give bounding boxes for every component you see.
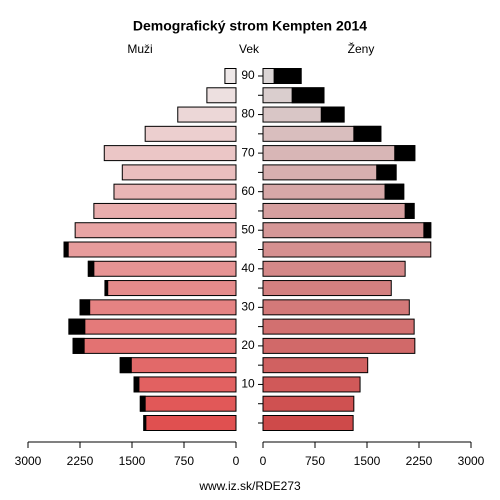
bar-female xyxy=(262,164,397,181)
bar-male xyxy=(93,202,237,219)
x-tick-label-right: 3000 xyxy=(458,454,485,468)
y-tick-label: 90 xyxy=(241,68,255,82)
bar-male xyxy=(121,164,237,181)
surplus-female xyxy=(423,222,432,239)
surplus-male xyxy=(68,318,86,335)
bar-male xyxy=(72,337,237,354)
bar-female xyxy=(262,299,410,316)
bar-female xyxy=(262,395,355,412)
y-tick-label: 80 xyxy=(241,107,255,121)
bar-female xyxy=(262,241,432,258)
x-tick-label-right: 1500 xyxy=(354,454,381,468)
bar-female xyxy=(262,280,392,297)
x-tick-label-right: 2250 xyxy=(406,454,433,468)
y-tick-label: 20 xyxy=(241,338,255,352)
x-tick-label-left: 1500 xyxy=(119,454,146,468)
y-tick-label: 10 xyxy=(241,377,255,391)
bar-male xyxy=(206,87,237,104)
bar-male xyxy=(68,318,237,335)
legend-female: Ženy xyxy=(348,41,375,56)
surplus-male xyxy=(139,395,146,412)
x-tick-label-left: 0 xyxy=(233,454,240,468)
bar-male xyxy=(119,357,237,374)
bar-male xyxy=(143,415,237,431)
x-tick-label-right: 0 xyxy=(260,454,267,468)
y-tick-label: 50 xyxy=(241,222,255,236)
bar-male xyxy=(139,395,237,412)
bar-female xyxy=(262,202,415,219)
surplus-female xyxy=(320,106,345,123)
bar-male xyxy=(144,125,237,142)
y-tick-label: 60 xyxy=(241,184,255,198)
y-tick-label: 30 xyxy=(241,300,255,314)
bar-male xyxy=(87,260,237,277)
surplus-male xyxy=(79,299,91,316)
surplus-female xyxy=(404,202,415,219)
bar-male xyxy=(113,183,237,200)
source: www.iz.sk/RDE273 xyxy=(198,479,301,493)
bar-male xyxy=(133,376,237,393)
chart-title: Demografický strom Kempten 2014 xyxy=(133,18,367,34)
surplus-female xyxy=(394,145,416,162)
bar-female xyxy=(262,318,415,335)
bar-female xyxy=(262,415,354,431)
bar-male xyxy=(104,280,237,297)
surplus-male xyxy=(104,280,109,297)
surplus-male xyxy=(63,241,69,258)
bar-male xyxy=(63,241,237,258)
bar-male xyxy=(177,106,237,123)
bar-male xyxy=(79,299,237,316)
surplus-male xyxy=(87,260,95,277)
surplus-female xyxy=(353,125,382,142)
bar-female xyxy=(262,357,369,374)
surplus-male xyxy=(119,357,132,374)
bar-male xyxy=(103,145,237,162)
y-axis-label: Vek xyxy=(239,42,260,56)
bar-female xyxy=(262,376,361,393)
bar-male xyxy=(74,222,237,239)
legend-male: Muži xyxy=(127,42,152,56)
x-tick-label-right: 750 xyxy=(305,454,325,468)
bar-female xyxy=(262,183,405,200)
bar-female xyxy=(262,337,416,354)
bar-female xyxy=(262,260,406,277)
surplus-female xyxy=(384,183,405,200)
surplus-male xyxy=(143,415,147,431)
surplus-female xyxy=(291,87,325,104)
x-tick-label-left: 750 xyxy=(174,454,194,468)
y-tick-label: 40 xyxy=(241,261,255,275)
x-tick-label-left: 2250 xyxy=(67,454,94,468)
bar-female xyxy=(262,145,416,162)
bar-male xyxy=(224,68,237,84)
surplus-female xyxy=(273,68,302,84)
surplus-male xyxy=(72,337,85,354)
x-tick-label-left: 3000 xyxy=(15,454,42,468)
surplus-female xyxy=(376,164,397,181)
y-tick-label: 70 xyxy=(241,145,255,159)
surplus-male xyxy=(133,376,140,393)
bar-female xyxy=(262,222,432,239)
